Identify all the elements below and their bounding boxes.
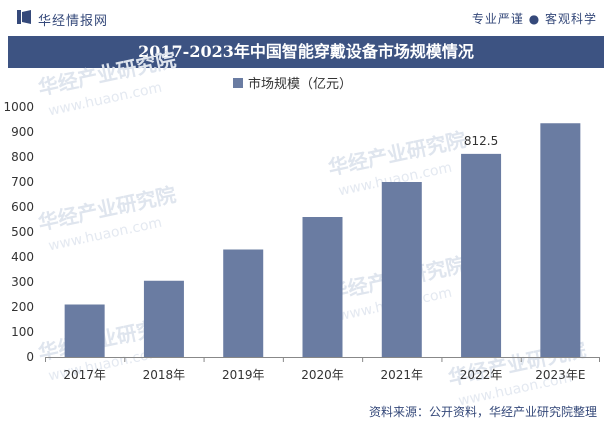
x-tick-label: 2017年 <box>63 368 106 382</box>
y-tick-label: 500 <box>11 225 34 239</box>
y-tick-label: 1000 <box>3 100 34 114</box>
bar <box>540 123 581 357</box>
y-tick-label: 800 <box>11 150 34 164</box>
bar <box>302 217 343 357</box>
legend-swatch <box>233 78 243 88</box>
top-bar: 华经情报网 专业严谨 ● 客观科学 <box>0 0 611 34</box>
x-tick-label: 2023年E <box>535 368 585 382</box>
y-tick-label: 200 <box>11 300 34 314</box>
brand-name: 华经情报网 <box>38 14 109 29</box>
title-bar: 2017-2023年中国智能穿戴设备市场规模情况 <box>8 36 604 68</box>
bar <box>223 249 264 357</box>
bar <box>143 280 184 357</box>
y-tick-label: 700 <box>11 175 34 189</box>
bar <box>64 304 105 357</box>
x-tick-label: 2021年 <box>381 368 424 382</box>
y-tick-label: 400 <box>11 250 34 264</box>
x-axis: 2017年 2018年 2019年 2020年 2021年 2022年 2023年E <box>45 357 600 382</box>
slogan: 专业严谨 ● 客观科学 <box>471 12 597 26</box>
y-tick-label: 600 <box>11 200 34 214</box>
source-note: 资料来源：公开资料，华经产业研究院整理 <box>368 405 597 419</box>
x-tick-label: 2019年 <box>222 368 265 382</box>
data-label: 812.5 <box>464 134 498 148</box>
y-axis: 0 100 200 300 400 500 600 700 800 900 1000 <box>3 100 34 364</box>
bar-series: 812.5 <box>64 123 581 357</box>
logo-icon <box>17 10 31 24</box>
bar <box>381 182 422 357</box>
x-tick-label: 2018年 <box>143 368 186 382</box>
y-tick-label: 100 <box>11 325 34 339</box>
legend-label: 市场规模（亿元） <box>248 76 352 92</box>
chart-legend: 市场规模（亿元） <box>233 76 352 92</box>
x-tick-label: 2022年 <box>460 368 503 382</box>
chart-title: 2017-2023年中国智能穿戴设备市场规模情况 <box>138 42 474 61</box>
x-tick-label: 2020年 <box>301 368 344 382</box>
y-tick-label: 0 <box>26 350 34 364</box>
y-tick-label: 300 <box>11 275 34 289</box>
y-tick-label: 900 <box>11 125 34 139</box>
bar <box>461 153 502 357</box>
